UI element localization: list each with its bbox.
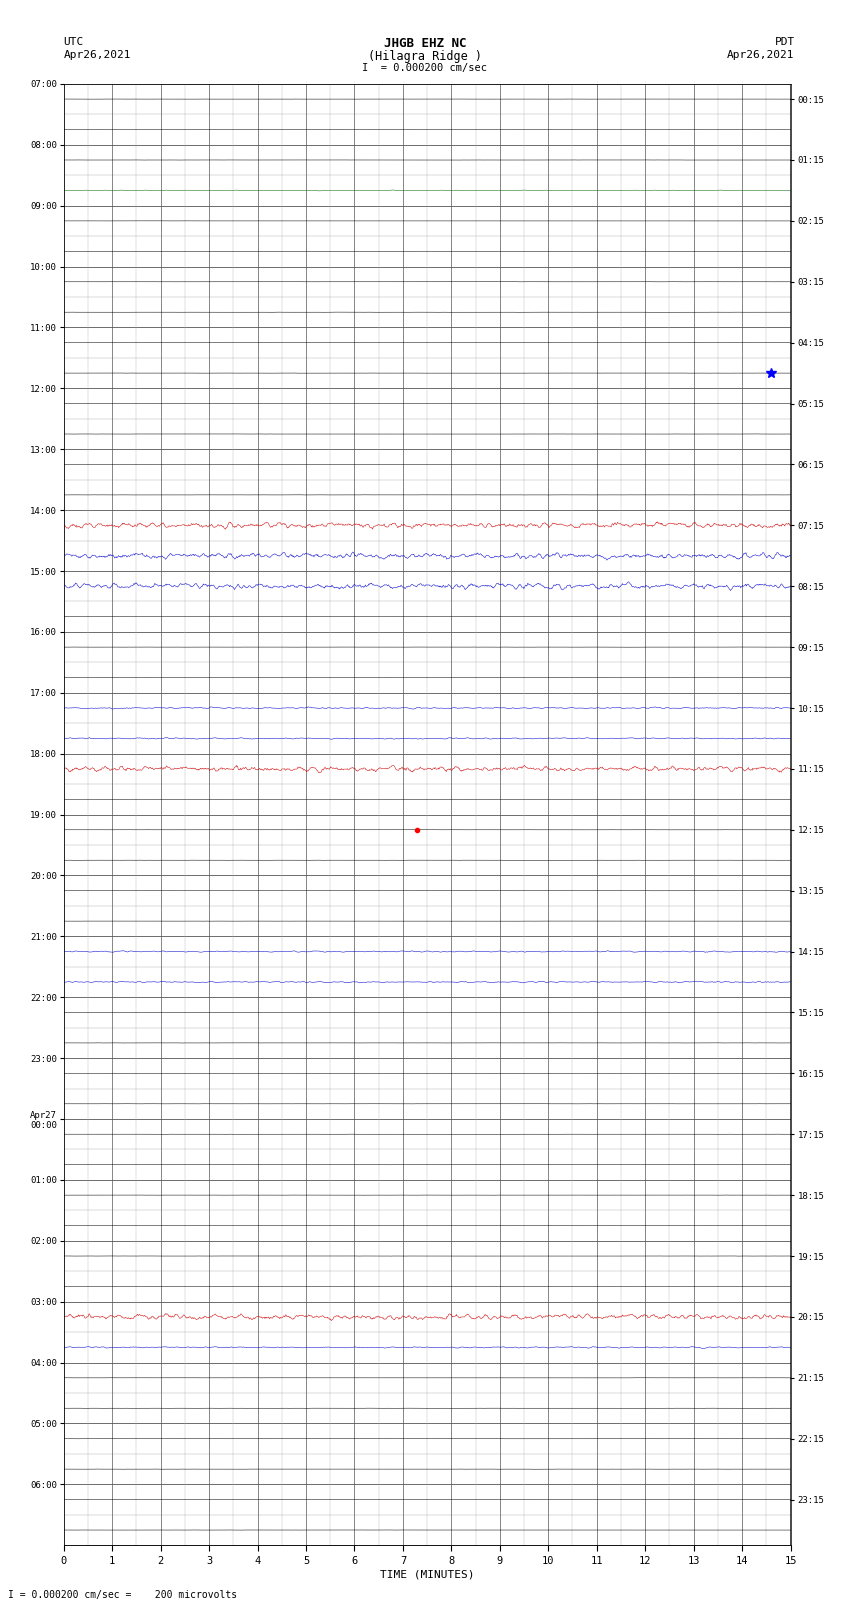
X-axis label: TIME (MINUTES): TIME (MINUTES): [380, 1569, 474, 1579]
Text: PDT: PDT: [774, 37, 795, 47]
Text: JHGB EHZ NC: JHGB EHZ NC: [383, 37, 467, 50]
Text: (Hilagra Ridge ): (Hilagra Ridge ): [368, 50, 482, 63]
Text: Apr26,2021: Apr26,2021: [728, 50, 795, 60]
Text: I = 0.000200 cm/sec =    200 microvolts: I = 0.000200 cm/sec = 200 microvolts: [8, 1590, 238, 1600]
Text: Apr26,2021: Apr26,2021: [64, 50, 131, 60]
Text: I  = 0.000200 cm/sec: I = 0.000200 cm/sec: [362, 63, 488, 73]
Text: UTC: UTC: [64, 37, 84, 47]
